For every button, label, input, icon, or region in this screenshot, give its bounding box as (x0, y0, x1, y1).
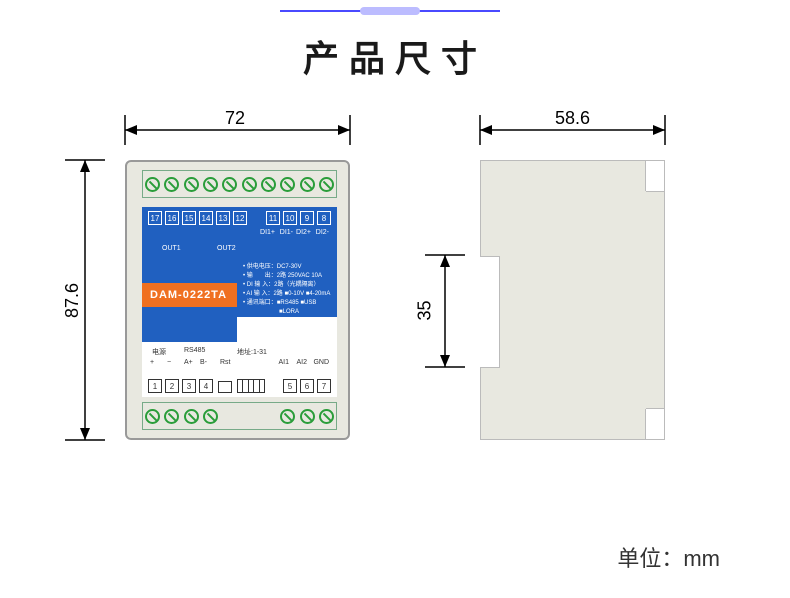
pin-4: 4 (199, 379, 213, 393)
device-side-view (480, 160, 665, 440)
ai2-label: AI2 (296, 359, 307, 366)
panel-top-blue: 171615141312 111098 OUT1 OUT2 DI1+ DI1- … (142, 207, 337, 259)
terminal-strip-bottom (142, 402, 337, 430)
pin-11: 11 (266, 211, 280, 225)
rail-notch (480, 256, 500, 368)
pin-9: 9 (300, 211, 314, 225)
pin-2: 2 (165, 379, 179, 393)
dim-notch-text: 35 (415, 300, 436, 320)
pin-7: 7 (317, 379, 331, 393)
power-label: 电源 (152, 347, 166, 357)
dim-width-side-text: 58.6 (555, 108, 590, 129)
dim-height-front-text: 87.6 (62, 283, 83, 318)
pin-8: 8 (317, 211, 331, 225)
addr-label: 地址:1-31 (237, 347, 267, 357)
model-bar: DAM-0222TA (142, 283, 237, 307)
pin-6: 6 (300, 379, 314, 393)
out1-label: OUT1 (162, 245, 181, 252)
panel-info: • 供电电压：DC7-30V• 输 出：2路 250VAC 10A • DI 输… (237, 259, 337, 317)
pin-16: 16 (165, 211, 179, 225)
pin-1: 1 (148, 379, 162, 393)
out2-label: OUT2 (217, 245, 236, 252)
di1m-label: DI1- (280, 229, 293, 236)
pin-17: 17 (148, 211, 162, 225)
dip-switch-icon (237, 379, 265, 393)
label-panel: 171615141312 111098 OUT1 OUT2 DI1+ DI1- … (142, 207, 337, 397)
pin-10: 10 (283, 211, 297, 225)
pin-12: 12 (233, 211, 247, 225)
pin-13: 13 (216, 211, 230, 225)
pin-14: 14 (199, 211, 213, 225)
panel-bottom-white: 电源 RS485 地址:1-31 + − A+ B- Rst AI1 AI2 G… (142, 341, 337, 397)
di1p-label: DI1+ (260, 229, 275, 236)
gnd-label: GND (313, 359, 329, 366)
page-title: 产品尺寸 (0, 30, 790, 82)
ai1-label: AI1 (278, 359, 289, 366)
device-front-view: 171615141312 111098 OUT1 OUT2 DI1+ DI1- … (125, 160, 350, 440)
unit-label: 单位：mm (617, 541, 720, 573)
di2m-label: DI2- (316, 229, 329, 236)
model-number: DAM-0222TA (150, 289, 227, 301)
header-divider (280, 10, 500, 12)
rs485-label: RS485 (184, 347, 205, 354)
terminal-strip-top (142, 170, 337, 198)
dim-width-front-text: 72 (225, 108, 245, 129)
pin-15: 15 (182, 211, 196, 225)
di2p-label: DI2+ (296, 229, 311, 236)
rst-jack-icon (218, 381, 232, 393)
pin-5: 5 (283, 379, 297, 393)
pin-3: 3 (182, 379, 196, 393)
